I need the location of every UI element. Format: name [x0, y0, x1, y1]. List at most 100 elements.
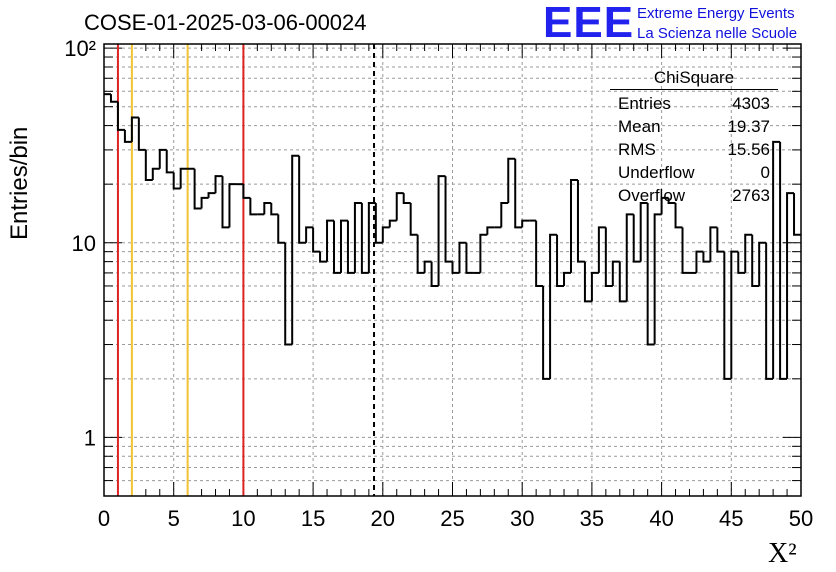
- stats-row-mean: Mean 19.37: [610, 115, 778, 138]
- histogram-bin: [312, 227, 321, 253]
- stats-label: Entries: [618, 94, 671, 113]
- histogram-bin: [681, 227, 690, 274]
- x-tick-label: 40: [649, 506, 673, 531]
- histogram-bin: [744, 233, 753, 273]
- histogram-bin: [221, 176, 230, 229]
- stats-value: 19.37: [727, 117, 770, 136]
- histogram-bin: [639, 202, 648, 262]
- histogram-bin: [214, 175, 223, 194]
- x-tick-label: 0: [98, 506, 110, 531]
- x-tick-label: 35: [580, 506, 604, 531]
- histogram-bin: [367, 202, 376, 273]
- histogram-bin: [632, 214, 641, 263]
- histogram-bin: [751, 234, 760, 287]
- histogram-bin: [709, 226, 718, 262]
- stats-label: RMS: [618, 140, 656, 159]
- histogram-bin: [172, 172, 181, 190]
- x-tick-label: 20: [371, 506, 395, 531]
- y-tick-label: 10²: [64, 36, 96, 61]
- histogram-bin: [381, 226, 390, 243]
- histogram-bin: [444, 176, 453, 263]
- stats-value: 0: [760, 163, 770, 182]
- stats-label: Overflow: [618, 186, 686, 205]
- histogram-bin: [569, 179, 578, 273]
- histogram-bin: [702, 251, 711, 263]
- histogram-bin: [165, 149, 174, 174]
- histogram-bin: [116, 101, 125, 131]
- histogram-bin: [723, 251, 732, 380]
- histogram-bin: [583, 261, 592, 303]
- histogram-bin: [486, 226, 495, 235]
- histogram-bin: [514, 158, 523, 229]
- histogram-bin: [326, 219, 335, 262]
- histogram-bin: [590, 271, 599, 302]
- histogram-bin: [765, 242, 774, 380]
- histogram-bin: [123, 129, 132, 143]
- stats-title: ChiSquare: [610, 68, 778, 90]
- histogram-bin: [402, 193, 411, 205]
- chart-title: COSE-01-2025-03-06-00024: [84, 10, 367, 35]
- histogram-bin: [786, 192, 795, 379]
- histogram-bin: [374, 203, 383, 244]
- histogram-bin: [779, 141, 788, 380]
- stats-row-entries: Entries 4303: [610, 92, 778, 115]
- stats-row-underflow: Underflow 0: [610, 161, 778, 184]
- histogram-bin: [758, 241, 767, 286]
- histogram-bin: [319, 251, 328, 263]
- histogram-bin: [130, 116, 139, 142]
- x-tick-label: 5: [168, 506, 180, 531]
- histogram-bin: [284, 242, 293, 346]
- histogram-bin: [263, 202, 272, 215]
- histogram-bin: [137, 117, 146, 151]
- histogram-bin: [242, 184, 251, 199]
- stats-label: Mean: [618, 117, 661, 136]
- x-tick-label: 50: [789, 506, 813, 531]
- x-axis-label: X²: [768, 538, 797, 569]
- histogram-bin: [430, 261, 439, 287]
- histogram-bin: [542, 285, 551, 380]
- histogram-bin: [360, 203, 369, 274]
- stats-box: ChiSquare Entries 4303 Mean 19.37 RMS 15…: [610, 68, 778, 207]
- histogram-bin: [507, 157, 516, 204]
- histogram-bin: [353, 202, 362, 273]
- histogram-bin: [667, 197, 676, 205]
- x-tick-label: 25: [440, 506, 464, 531]
- logo-line-1: Extreme Energy Events: [637, 5, 795, 22]
- eee-logo: EEE Extreme Energy Events La Scienza nel…: [543, 0, 833, 48]
- histogram-bin: [737, 251, 746, 274]
- histogram-bin: [423, 260, 432, 273]
- histogram-bin: [346, 220, 355, 274]
- stats-value: 2763: [732, 186, 770, 205]
- histogram-bin: [249, 197, 258, 216]
- histogram-bin: [270, 203, 279, 216]
- histogram-bin: [193, 168, 202, 210]
- y-tick-label: 1: [84, 425, 96, 450]
- histogram-bin: [144, 149, 153, 182]
- logo-line-2: La Scienza nelle Scuole: [637, 25, 798, 42]
- histogram-bin: [298, 155, 307, 244]
- stats-row-overflow: Overflow 2763: [610, 184, 778, 207]
- histogram-bin: [109, 94, 118, 103]
- histogram-bin: [395, 192, 404, 221]
- histogram-bin: [716, 227, 725, 253]
- y-tick-label: 10: [72, 231, 96, 256]
- histogram-bin: [653, 213, 662, 345]
- histogram-bin: [179, 167, 188, 189]
- histogram-bin: [535, 220, 544, 287]
- histogram-bin: [451, 261, 460, 274]
- histogram-bin: [556, 234, 565, 287]
- histogram-bin: [158, 148, 167, 169]
- histogram-bin: [437, 175, 446, 286]
- histogram-bin: [228, 183, 237, 228]
- histogram-bin: [479, 233, 488, 273]
- x-tick-label: 45: [719, 506, 743, 531]
- histogram-bin: [151, 167, 160, 181]
- histogram-bin: [611, 260, 620, 286]
- stats-label: Underflow: [618, 163, 695, 182]
- histogram-bin: [207, 192, 216, 198]
- histogram-bin: [305, 226, 314, 243]
- histogram-bin: [416, 234, 425, 274]
- histogram-bin: [604, 227, 613, 287]
- x-tick-label: 15: [301, 506, 325, 531]
- histogram-bin: [291, 154, 300, 345]
